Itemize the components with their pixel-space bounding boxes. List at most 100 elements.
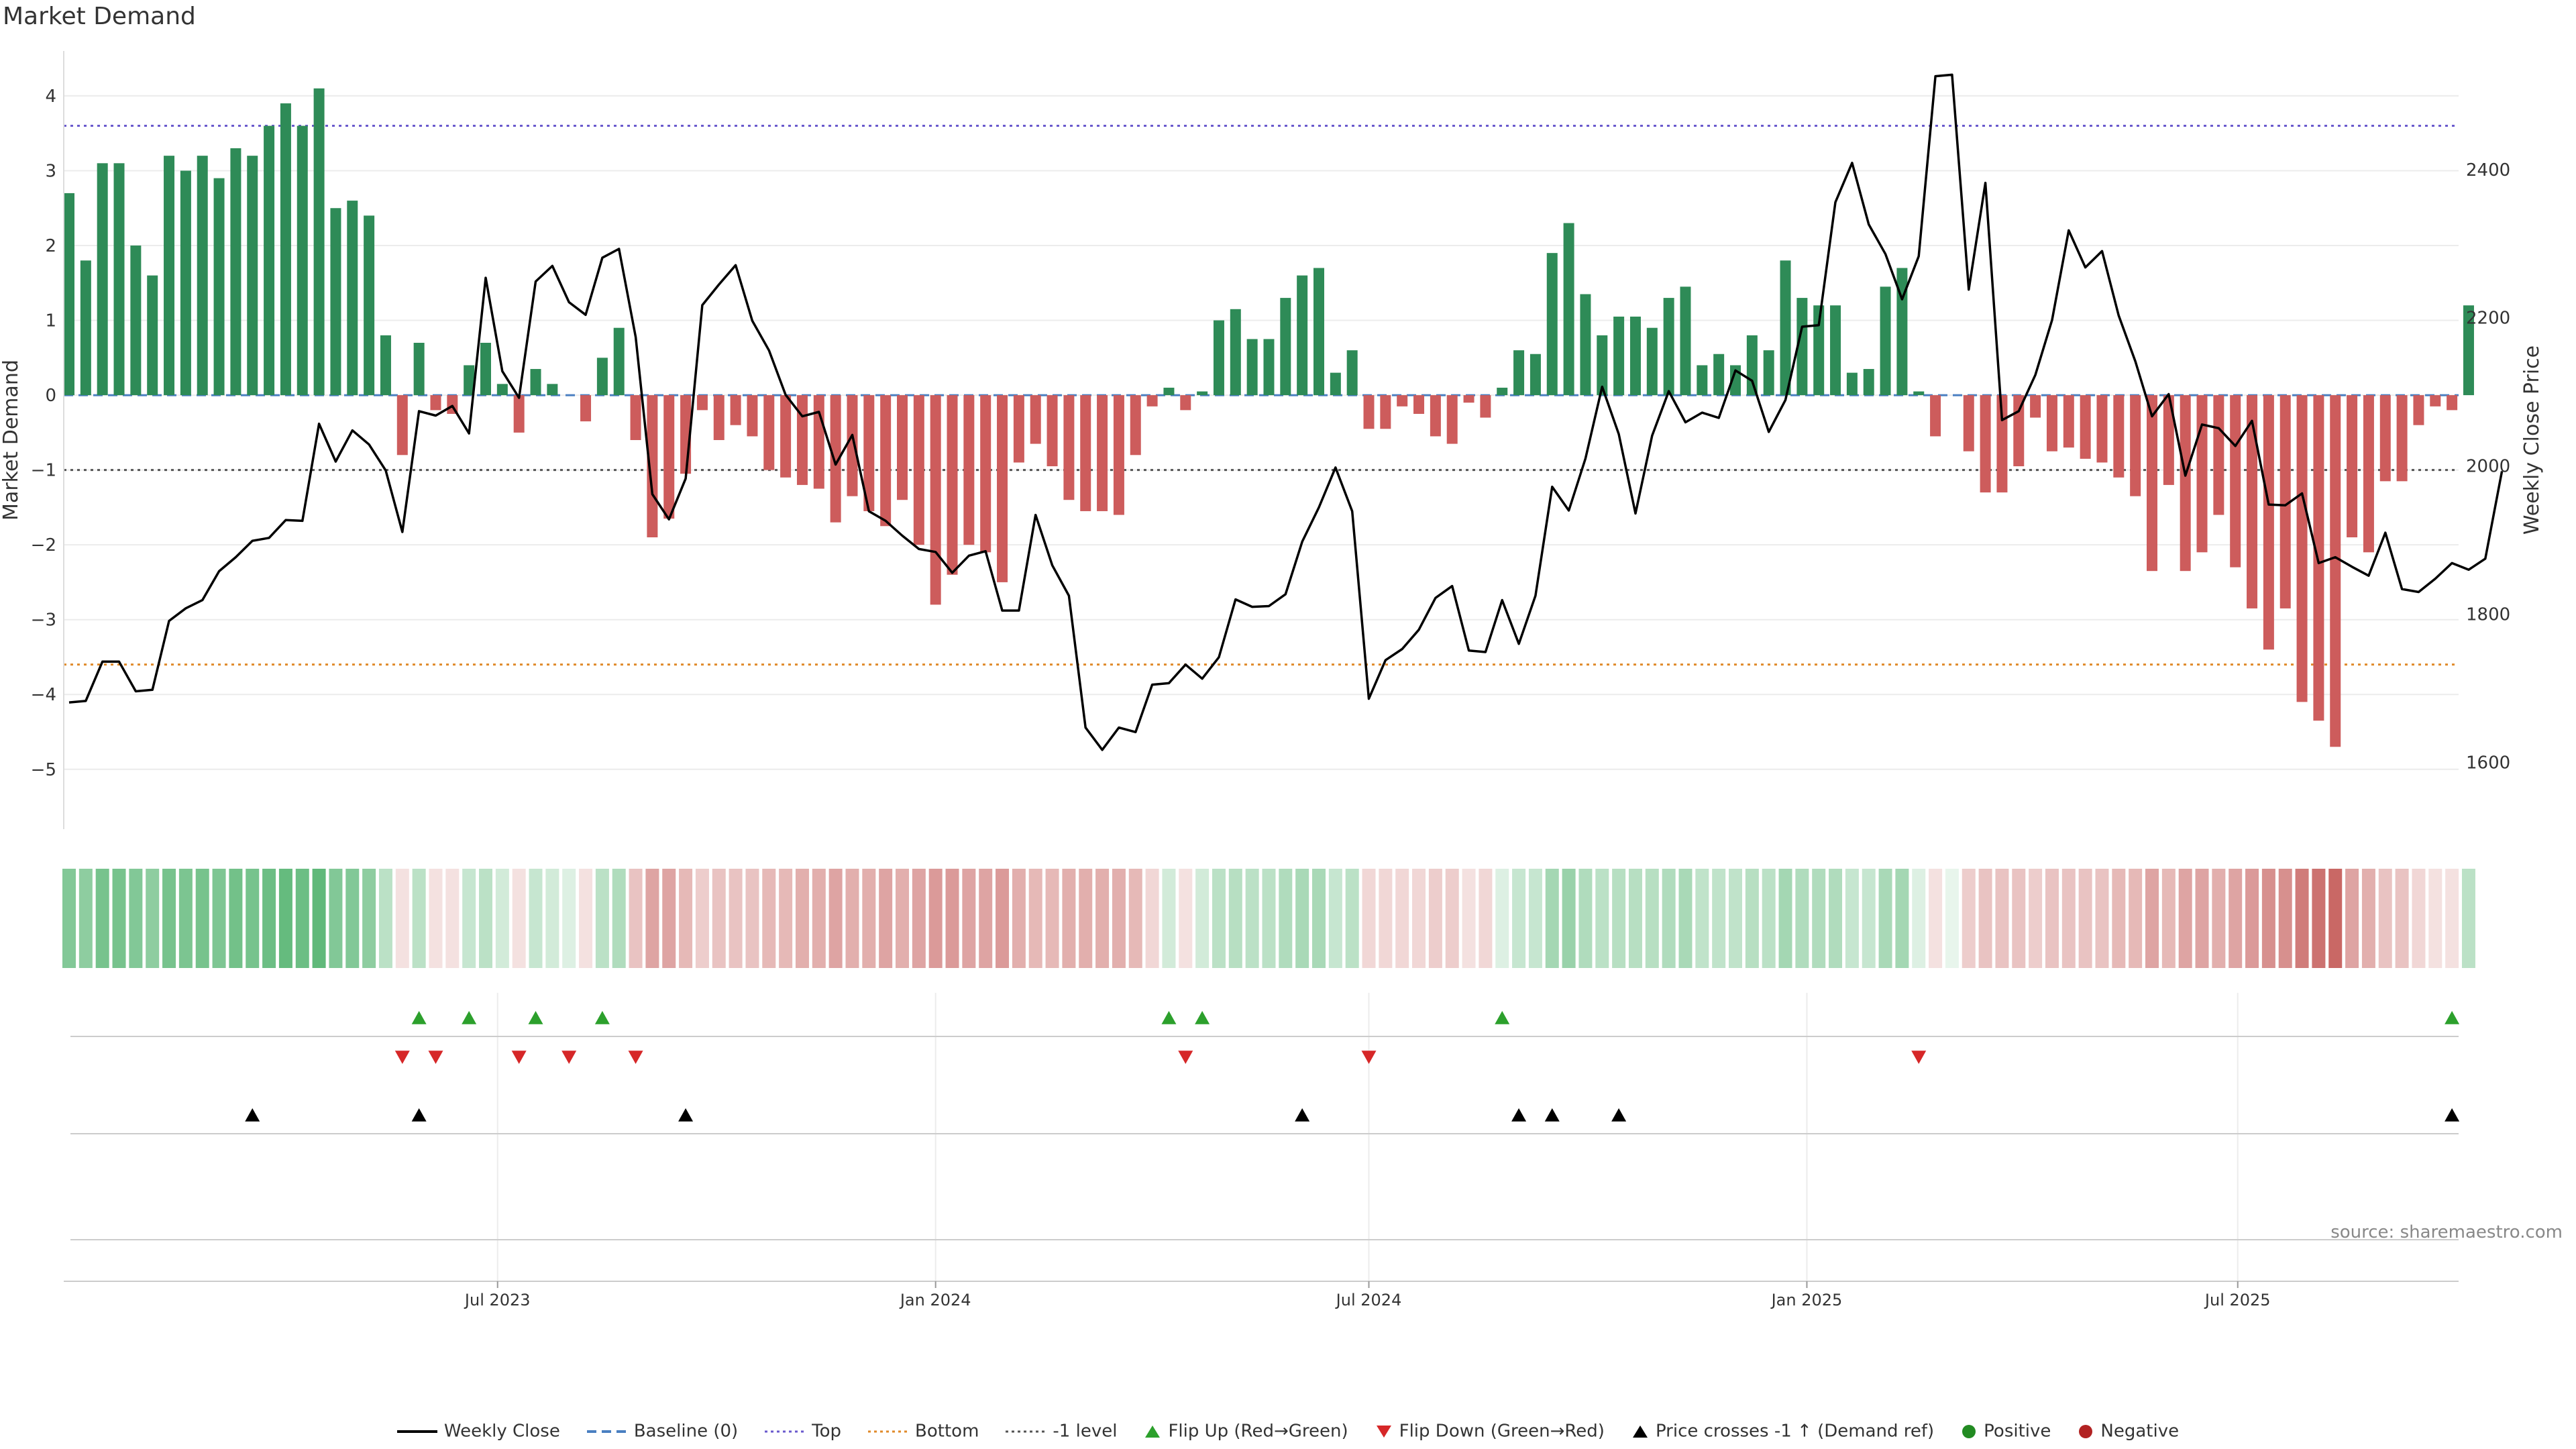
intensity-cell <box>845 869 859 968</box>
demand-bar <box>613 327 625 396</box>
intensity-cell <box>562 869 576 968</box>
demand-bar <box>2046 395 2057 451</box>
intensity-cell <box>962 869 976 968</box>
demand-bar <box>2063 395 2074 448</box>
intensity-cell <box>2178 869 2192 968</box>
demand-bar <box>1430 395 1441 437</box>
intensity-cell <box>1045 869 1059 968</box>
intensity-cell <box>1562 869 1576 968</box>
demand-bar <box>1130 395 1141 455</box>
demand-bar <box>963 395 975 545</box>
demand-bar <box>1613 316 1625 396</box>
legend-swatch <box>1375 1424 1393 1439</box>
intensity-cell <box>1678 869 1693 968</box>
intensity-cell <box>1228 869 1242 968</box>
demand-bar <box>1063 395 1075 500</box>
legend-swatch <box>868 1425 909 1438</box>
intensity-cell <box>2112 869 2126 968</box>
demand-bar <box>2379 395 2391 482</box>
intensity-cell <box>545 869 559 968</box>
demand-bar <box>480 343 491 396</box>
intensity-cell <box>779 869 793 968</box>
demand-bar <box>280 103 291 396</box>
demand-bar <box>2296 395 2308 702</box>
intensity-cell <box>1345 869 1359 968</box>
demand-bar <box>1246 339 1258 396</box>
intensity-cell <box>529 869 543 968</box>
intensity-cell <box>729 869 743 968</box>
legend-label: Top <box>812 1421 842 1442</box>
intensity-cell <box>928 869 943 968</box>
intensity-cell <box>1312 869 1326 968</box>
demand-bar <box>1763 350 1774 396</box>
right-tick-label: 2200 <box>2466 309 2510 329</box>
demand-bar <box>1097 395 1108 511</box>
demand-bar <box>2130 395 2141 496</box>
demand-bar <box>1213 320 1224 396</box>
demand-bar <box>2363 395 2374 553</box>
intensity-cell <box>1962 869 1976 968</box>
intensity-cell <box>1328 869 1342 968</box>
intensity-cell <box>312 869 326 968</box>
left-tick-label: 1 <box>45 311 56 331</box>
intensity-cell <box>2328 869 2343 968</box>
intensity-cell <box>1395 869 1409 968</box>
demand-bar <box>1780 260 1791 396</box>
intensity-cell <box>2078 869 2092 968</box>
demand-bar <box>630 395 641 440</box>
intensity-cell <box>896 869 909 968</box>
demand-bar <box>80 260 91 396</box>
demand-bar <box>2230 395 2241 568</box>
intensity-cell <box>378 869 392 968</box>
demand-bar <box>913 395 924 545</box>
demand-bars <box>64 88 2474 747</box>
price-cross-marker <box>2445 1108 2460 1122</box>
demand-bar <box>1580 294 1591 396</box>
price-line-layer <box>68 73 2504 751</box>
intensity-cell <box>1095 869 1110 968</box>
demand-bar <box>313 88 325 396</box>
demand-bar <box>713 395 724 440</box>
intensity-cell <box>1628 869 1642 968</box>
intensity-cell <box>212 869 226 968</box>
demand-bar <box>780 395 792 478</box>
demand-bar <box>1629 316 1641 396</box>
right-tick-label: 2400 <box>2466 160 2510 180</box>
intensity-cell <box>1495 869 1509 968</box>
flip-down-marker <box>561 1051 577 1064</box>
demand-bar <box>1563 223 1574 396</box>
legend-item: Flip Down (Green→Red) <box>1375 1421 1605 1442</box>
demand-bar <box>297 125 308 396</box>
intensity-cell <box>996 869 1010 968</box>
legend-item: Bottom <box>868 1421 979 1442</box>
intensity-cell <box>2278 869 2292 968</box>
intensity-cell <box>1845 869 1859 968</box>
left-tick-label: 4 <box>45 87 56 107</box>
demand-bar <box>2463 305 2474 396</box>
intensity-cell <box>828 869 843 968</box>
intensity-cell <box>1528 869 1542 968</box>
intensity-cell <box>2195 869 2209 968</box>
demand-bar <box>1013 395 1024 463</box>
demand-bar <box>2313 395 2324 721</box>
demand-bar <box>1180 395 1191 411</box>
intensity-cell <box>262 869 276 968</box>
intensity-cell <box>2361 869 2375 968</box>
legend-label: Bottom <box>915 1421 979 1442</box>
intensity-cell <box>2428 869 2443 968</box>
demand-bar <box>796 395 808 485</box>
legend-swatch <box>1006 1425 1046 1438</box>
intensity-cell <box>1978 869 1992 968</box>
intensity-cell <box>1162 869 1176 968</box>
intensity-cell <box>2345 869 2359 968</box>
flip-down-marker <box>628 1051 643 1064</box>
demand-bar <box>213 178 225 396</box>
intensity-cell <box>795 869 809 968</box>
demand-bar <box>763 395 775 470</box>
demand-bar <box>464 365 475 396</box>
intensity-cell <box>679 869 693 968</box>
intensity-cell <box>362 869 376 968</box>
legend-label: -1 level <box>1053 1421 1118 1442</box>
intensity-cell <box>1028 869 1042 968</box>
